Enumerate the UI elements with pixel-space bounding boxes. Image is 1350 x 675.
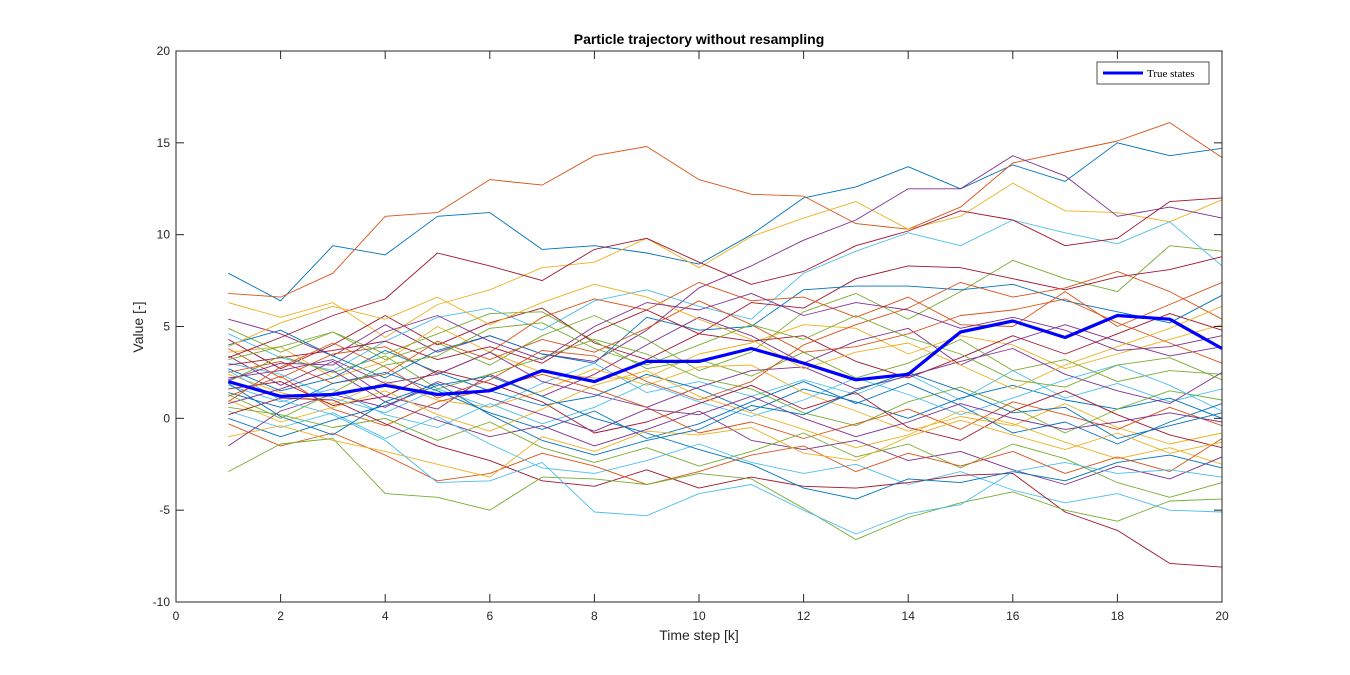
legend: True states	[1096, 61, 1210, 85]
x-tick-label: 4	[382, 609, 389, 623]
y-tick-label: 5	[163, 320, 170, 334]
particle-line	[228, 338, 1223, 434]
particle-line	[228, 438, 1223, 541]
x-tick-label: 6	[486, 609, 493, 623]
particle-line	[228, 283, 1223, 379]
plot-area	[176, 51, 1222, 602]
particle-line	[228, 245, 1223, 372]
particle-line	[228, 410, 1223, 513]
particle-line	[228, 370, 1223, 485]
particle-line	[228, 397, 1223, 568]
y-tick-label: 10	[157, 228, 171, 242]
y-tick-label: -5	[159, 503, 170, 517]
particle-line	[228, 419, 1223, 478]
particle-line	[228, 370, 1223, 535]
x-axis-ticks: 0 2 4 6 8 10 12 14 16 18 20	[173, 51, 1229, 623]
particle-line	[228, 281, 1223, 379]
particle-line	[228, 122, 1223, 298]
particle-line	[228, 270, 1223, 403]
y-axis-ticks: -10 -5 0 5 10 15 20	[153, 44, 1222, 609]
true-states-line	[227, 313, 1223, 398]
particle-line	[228, 324, 1223, 379]
particle-line	[228, 375, 1223, 500]
true-states-layer	[227, 313, 1223, 398]
particle-line	[228, 309, 1223, 379]
x-tick-label: 16	[1006, 609, 1020, 623]
y-tick-label: -10	[153, 595, 171, 609]
particle-line	[228, 315, 1223, 419]
particle-line	[228, 364, 1223, 428]
particle-line	[228, 364, 1223, 445]
particle-line	[228, 406, 1223, 498]
particle-line	[228, 298, 1223, 384]
x-tick-label: 18	[1111, 609, 1125, 623]
chart-title: Particle trajectory without resampling	[574, 31, 825, 47]
x-axis-label: Time step [k]	[659, 627, 739, 643]
particle-trajectories	[228, 122, 1223, 568]
particle-line	[228, 362, 1223, 414]
particle-line	[228, 283, 1223, 390]
y-tick-label: 0	[163, 411, 170, 425]
y-tick-label: 20	[157, 44, 171, 58]
particle-line	[228, 348, 1223, 408]
y-axis-label: Value [-]	[130, 301, 146, 352]
particle-line	[228, 370, 1223, 465]
x-tick-label: 20	[1215, 609, 1229, 623]
x-tick-label: 10	[692, 609, 706, 623]
legend-true-states-label: True states	[1147, 68, 1195, 80]
particle-line	[228, 197, 1223, 359]
y-tick-label: 15	[157, 136, 171, 150]
legend-box	[1096, 61, 1210, 85]
particle-line	[228, 371, 1223, 445]
particle-line	[228, 292, 1223, 381]
particle-line	[228, 371, 1223, 456]
x-tick-label: 12	[797, 609, 811, 623]
particle-line	[228, 370, 1223, 449]
particle-line	[228, 381, 1223, 447]
particle-line	[228, 182, 1223, 338]
particle-line	[228, 311, 1223, 383]
x-tick-label: 8	[591, 609, 598, 623]
x-tick-label: 2	[277, 609, 284, 623]
particle-line	[228, 142, 1223, 302]
particle-line	[228, 256, 1223, 370]
particle-line	[228, 349, 1223, 419]
x-tick-label: 0	[173, 609, 180, 623]
particle-line	[228, 423, 1223, 485]
x-tick-label: 14	[902, 609, 916, 623]
